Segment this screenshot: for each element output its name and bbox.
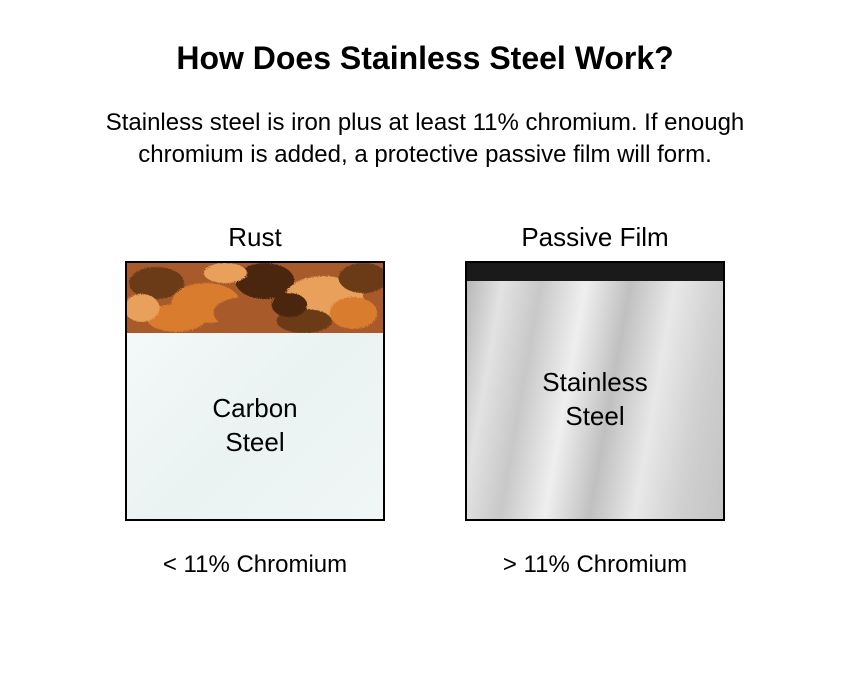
passive-film-label: Passive Film [521, 222, 668, 253]
stainless-steel-block: Stainless Steel [465, 261, 725, 521]
rust-label: Rust [228, 222, 281, 253]
carbon-steel-text: Carbon Steel [212, 392, 297, 460]
page-subtitle: Stainless steel is iron plus at least 11… [55, 107, 795, 172]
carbon-steel-block: Carbon Steel [125, 261, 385, 521]
right-caption: > 11% Chromium [503, 551, 687, 579]
passive-film-layer [467, 263, 723, 281]
left-caption: < 11% Chromium [163, 551, 347, 579]
comparison-panels: Rust [125, 222, 725, 579]
page-title: How Does Stainless Steel Work? [176, 40, 673, 77]
carbon-steel-body: Carbon Steel [127, 333, 383, 519]
rust-layer [127, 263, 383, 333]
stainless-steel-text: Stainless Steel [542, 366, 648, 434]
stainless-steel-body: Stainless Steel [467, 281, 723, 519]
left-panel: Rust [125, 222, 385, 579]
right-panel: Passive Film Stainless Steel > 11% Chrom… [465, 222, 725, 579]
